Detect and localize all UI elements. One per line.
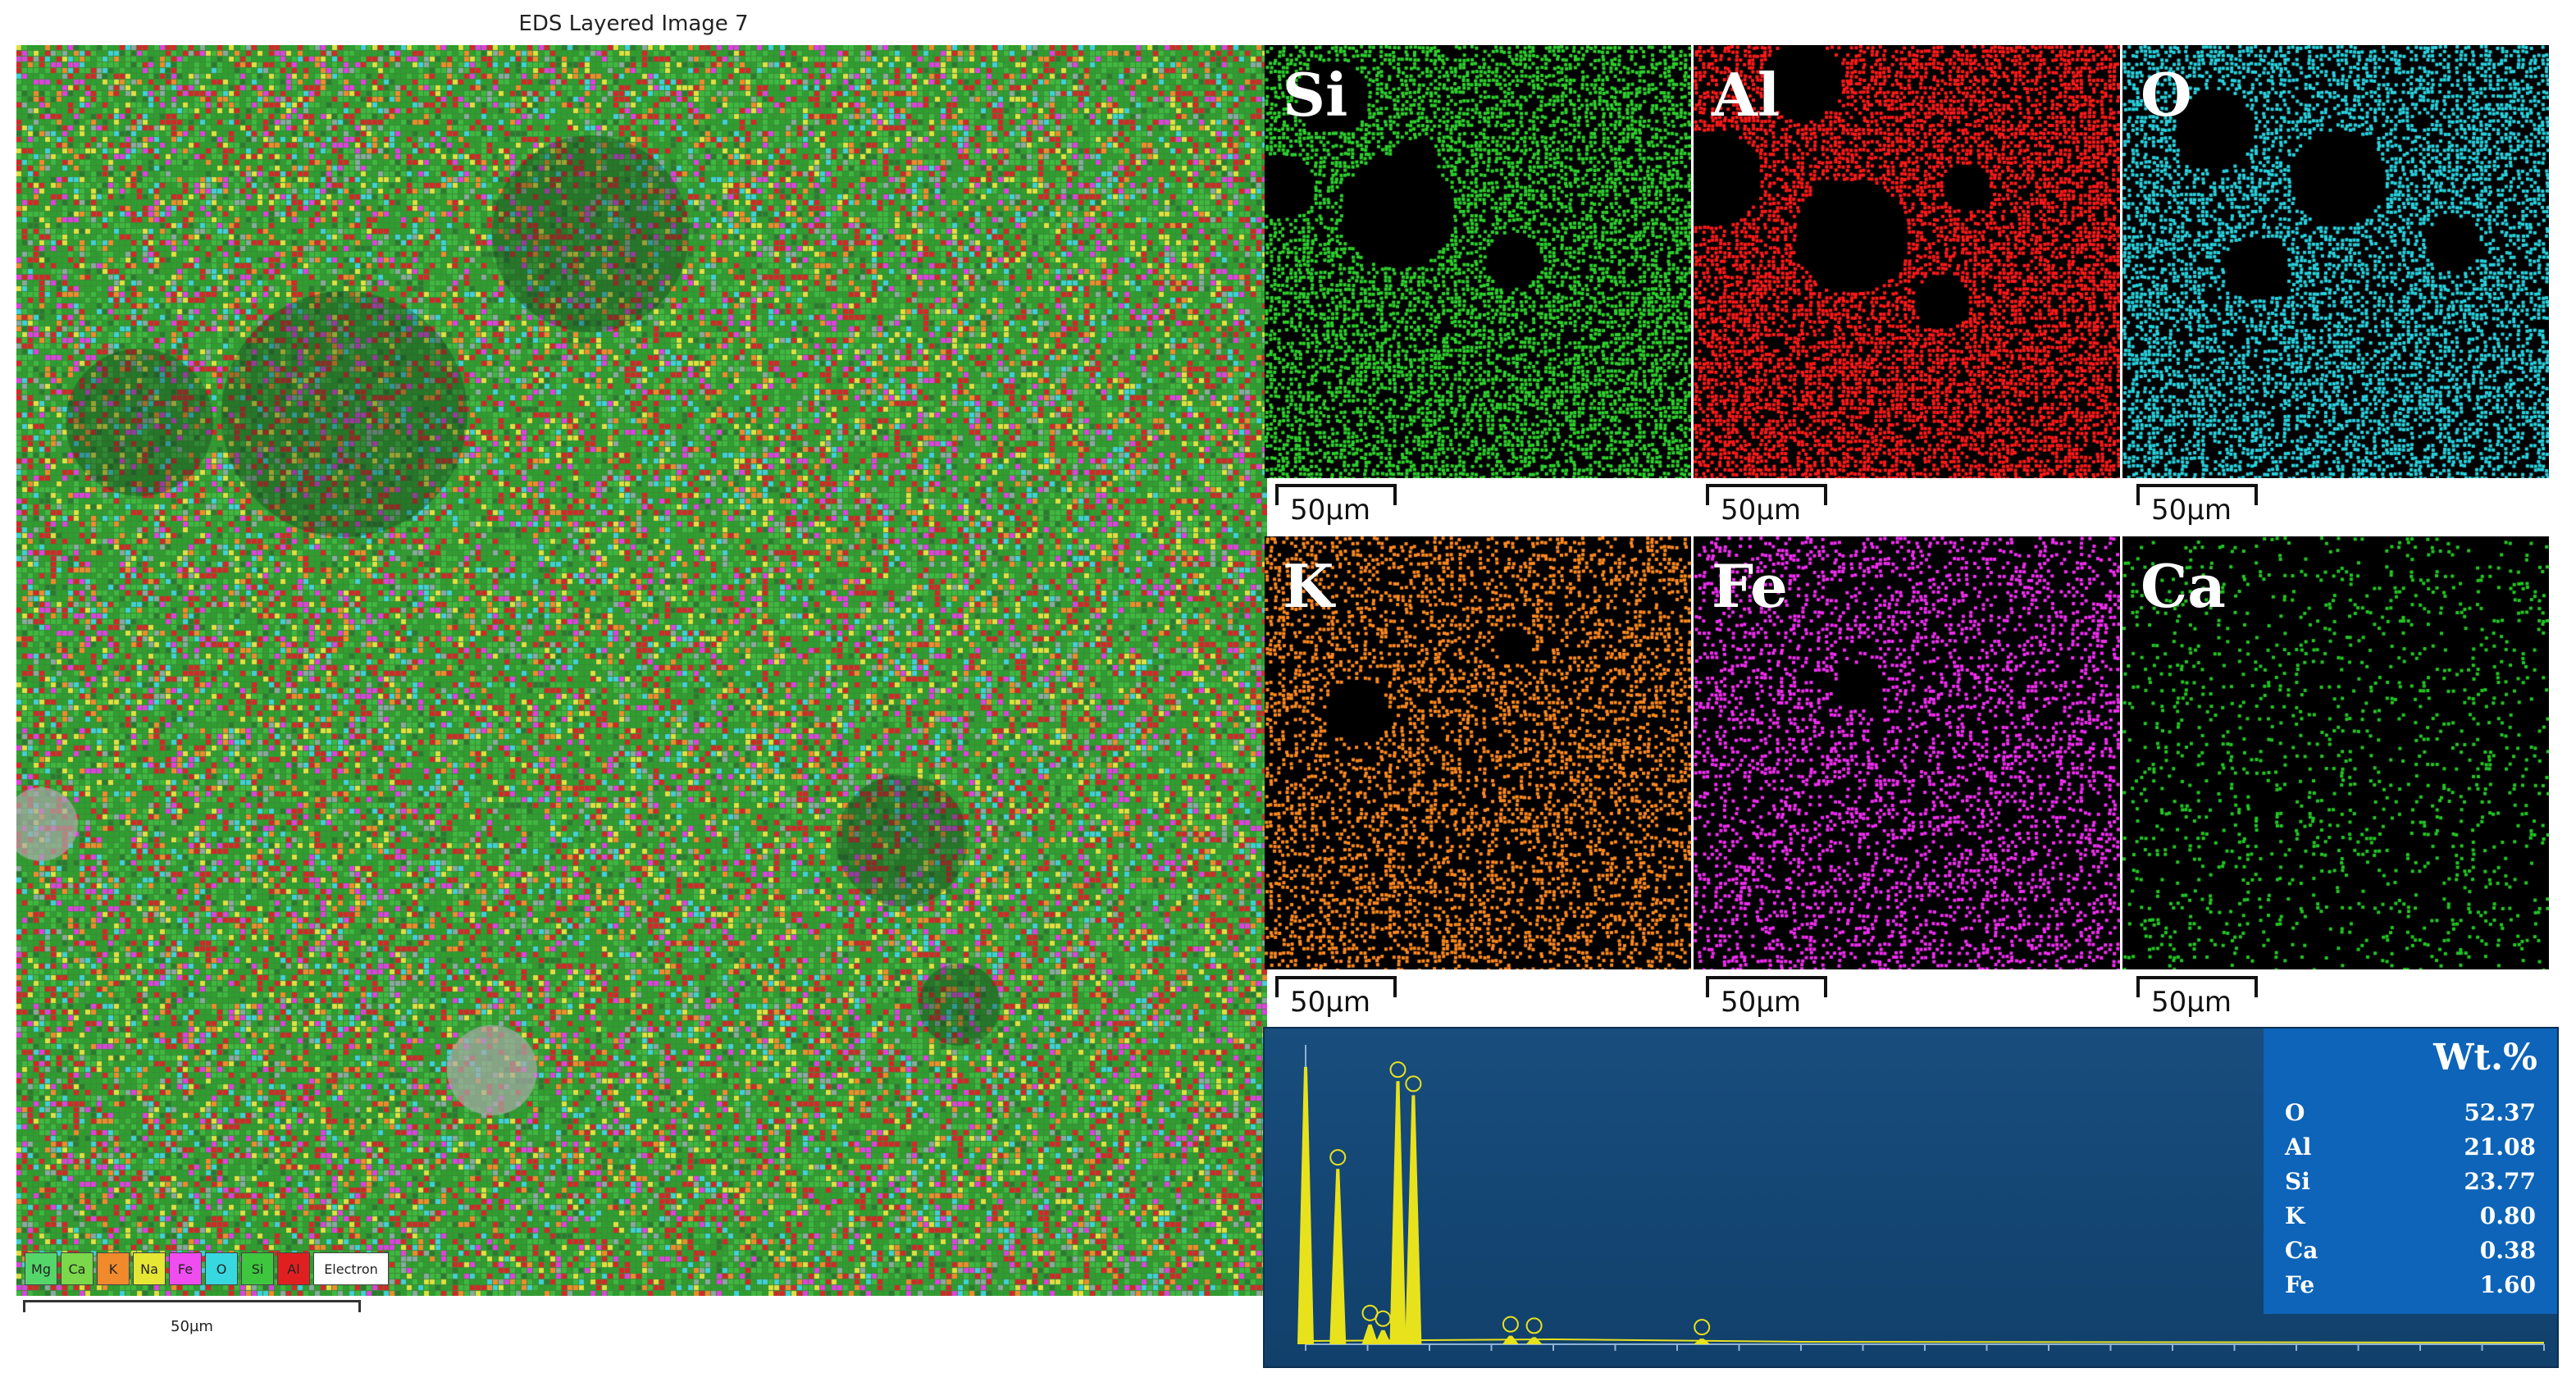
eds-spectrum-panel: Wt.% O 52.37 Al 21.08 Si 23.77 K 0.80 Ca… bbox=[1263, 1027, 2559, 1368]
map-ca-label: Ca bbox=[2141, 551, 2226, 621]
map-al: Al bbox=[1694, 45, 2120, 478]
legend-chip-o: O bbox=[205, 1252, 238, 1285]
element-symbol: O bbox=[2285, 1099, 2305, 1126]
spectrum-peak-marker bbox=[1389, 1061, 1407, 1079]
scale-label: 50µm bbox=[1290, 494, 1371, 527]
legend-chip-si: Si bbox=[241, 1252, 274, 1285]
map-al-canvas bbox=[1694, 45, 2120, 478]
spectrum-peak bbox=[1405, 1095, 1422, 1344]
scale-bracket bbox=[1706, 484, 1827, 505]
spectrum-peak-marker bbox=[1329, 1149, 1347, 1166]
scale-bracket bbox=[1706, 976, 1827, 997]
composition-row: Ca 0.38 bbox=[2285, 1237, 2536, 1264]
map-k-canvas bbox=[1265, 536, 1691, 969]
layered-image bbox=[16, 45, 1267, 1296]
legend-chip-mg: Mg bbox=[25, 1252, 57, 1285]
scale-label: 50µm bbox=[2151, 494, 2232, 527]
legend-chip-electron: Electron bbox=[313, 1252, 389, 1285]
spectrum-peak bbox=[1375, 1329, 1392, 1344]
scale-bracket bbox=[1275, 484, 1397, 505]
spectrum-peak bbox=[1525, 1337, 1543, 1344]
spectrum-continuum bbox=[1305, 1338, 2545, 1343]
legend-chip-al: Al bbox=[277, 1252, 310, 1285]
map-si: Si bbox=[1265, 45, 1691, 478]
element-wt: 0.80 bbox=[2479, 1202, 2536, 1229]
map-si-canvas bbox=[1265, 45, 1691, 478]
map-al-scale-bar: 50µm bbox=[1706, 484, 1829, 533]
map-o: O bbox=[2122, 45, 2549, 478]
map-ca: Ca bbox=[2122, 536, 2549, 969]
layered-image-title: EDS Layered Image 7 bbox=[518, 11, 749, 36]
legend-chip-na: Na bbox=[133, 1252, 166, 1285]
map-fe: Fe bbox=[1694, 536, 2120, 969]
map-si-label: Si bbox=[1283, 60, 1348, 130]
legend-chip-fe: Fe bbox=[169, 1252, 202, 1285]
element-wt: 21.08 bbox=[2464, 1133, 2536, 1161]
element-symbol: Ca bbox=[2285, 1237, 2318, 1264]
spectrum-peak-marker bbox=[1694, 1319, 1711, 1336]
spectrum-peak bbox=[1361, 1324, 1379, 1344]
eds-spectrum-plot bbox=[1297, 1045, 2545, 1351]
map-o-canvas bbox=[2122, 45, 2549, 478]
element-wt: 1.60 bbox=[2479, 1271, 2536, 1298]
spectrum-peak-marker bbox=[1525, 1317, 1543, 1334]
scale-bar-label: 50µm bbox=[171, 1318, 213, 1335]
element-wt: 0.38 bbox=[2479, 1237, 2536, 1264]
map-k-label: K bbox=[1283, 551, 1334, 621]
composition-title: Wt.% bbox=[2433, 1037, 2537, 1079]
scale-label: 50µm bbox=[1290, 986, 1371, 1019]
element-wt: 23.77 bbox=[2464, 1168, 2536, 1195]
element-symbol: Fe bbox=[2285, 1271, 2315, 1298]
map-ca-scale-bar: 50µm bbox=[2136, 976, 2259, 1025]
spectrum-peak-marker bbox=[1502, 1316, 1519, 1333]
spectrum-peak bbox=[1329, 1169, 1347, 1344]
scale-label: 50µm bbox=[2151, 986, 2232, 1019]
composition-table: Wt.% O 52.37 Al 21.08 Si 23.77 K 0.80 Ca… bbox=[2264, 1028, 2557, 1314]
scale-bracket bbox=[2136, 484, 2258, 505]
map-k: K bbox=[1265, 536, 1691, 969]
map-ca-canvas bbox=[2122, 536, 2549, 969]
map-fe-canvas bbox=[1694, 536, 2120, 969]
spectrum-peak bbox=[1297, 1066, 1314, 1344]
spectrum-peak-marker bbox=[1375, 1310, 1392, 1327]
legend-chip-ca: Ca bbox=[61, 1252, 93, 1285]
scale-label: 50µm bbox=[1721, 986, 1802, 1019]
composition-row: Fe 1.60 bbox=[2285, 1271, 2536, 1298]
scale-label: 50µm bbox=[1721, 494, 1802, 527]
composition-row: Si 23.77 bbox=[2285, 1168, 2536, 1195]
spectrum-peak-marker bbox=[1405, 1075, 1422, 1092]
element-symbol: Si bbox=[2285, 1168, 2310, 1195]
element-wt: 52.37 bbox=[2464, 1099, 2536, 1126]
element-symbol: K bbox=[2285, 1202, 2305, 1229]
composition-row: Al 21.08 bbox=[2285, 1133, 2536, 1161]
map-o-scale-bar: 50µm bbox=[2136, 484, 2259, 533]
layered-scale-bar: 50µm bbox=[23, 1300, 361, 1349]
layered-image-canvas bbox=[16, 45, 1267, 1296]
legend-chip-k: K bbox=[97, 1252, 130, 1285]
layered-image-legend: Mg Ca K Na Fe O Si Al Electron bbox=[25, 1252, 389, 1285]
map-fe-label: Fe bbox=[1712, 551, 1788, 621]
composition-row: O 52.37 bbox=[2285, 1099, 2536, 1126]
spectrum-peak bbox=[1389, 1081, 1407, 1344]
scale-bar-line bbox=[23, 1300, 361, 1312]
map-k-scale-bar: 50µm bbox=[1275, 976, 1398, 1025]
element-symbol: Al bbox=[2285, 1133, 2312, 1161]
map-fe-scale-bar: 50µm bbox=[1706, 976, 1829, 1025]
map-al-label: Al bbox=[1712, 60, 1780, 130]
composition-row: K 0.80 bbox=[2285, 1202, 2536, 1229]
map-o-label: O bbox=[2141, 60, 2192, 130]
scale-bracket bbox=[1275, 976, 1397, 997]
map-si-scale-bar: 50µm bbox=[1275, 484, 1398, 533]
scale-bracket bbox=[2136, 976, 2258, 997]
